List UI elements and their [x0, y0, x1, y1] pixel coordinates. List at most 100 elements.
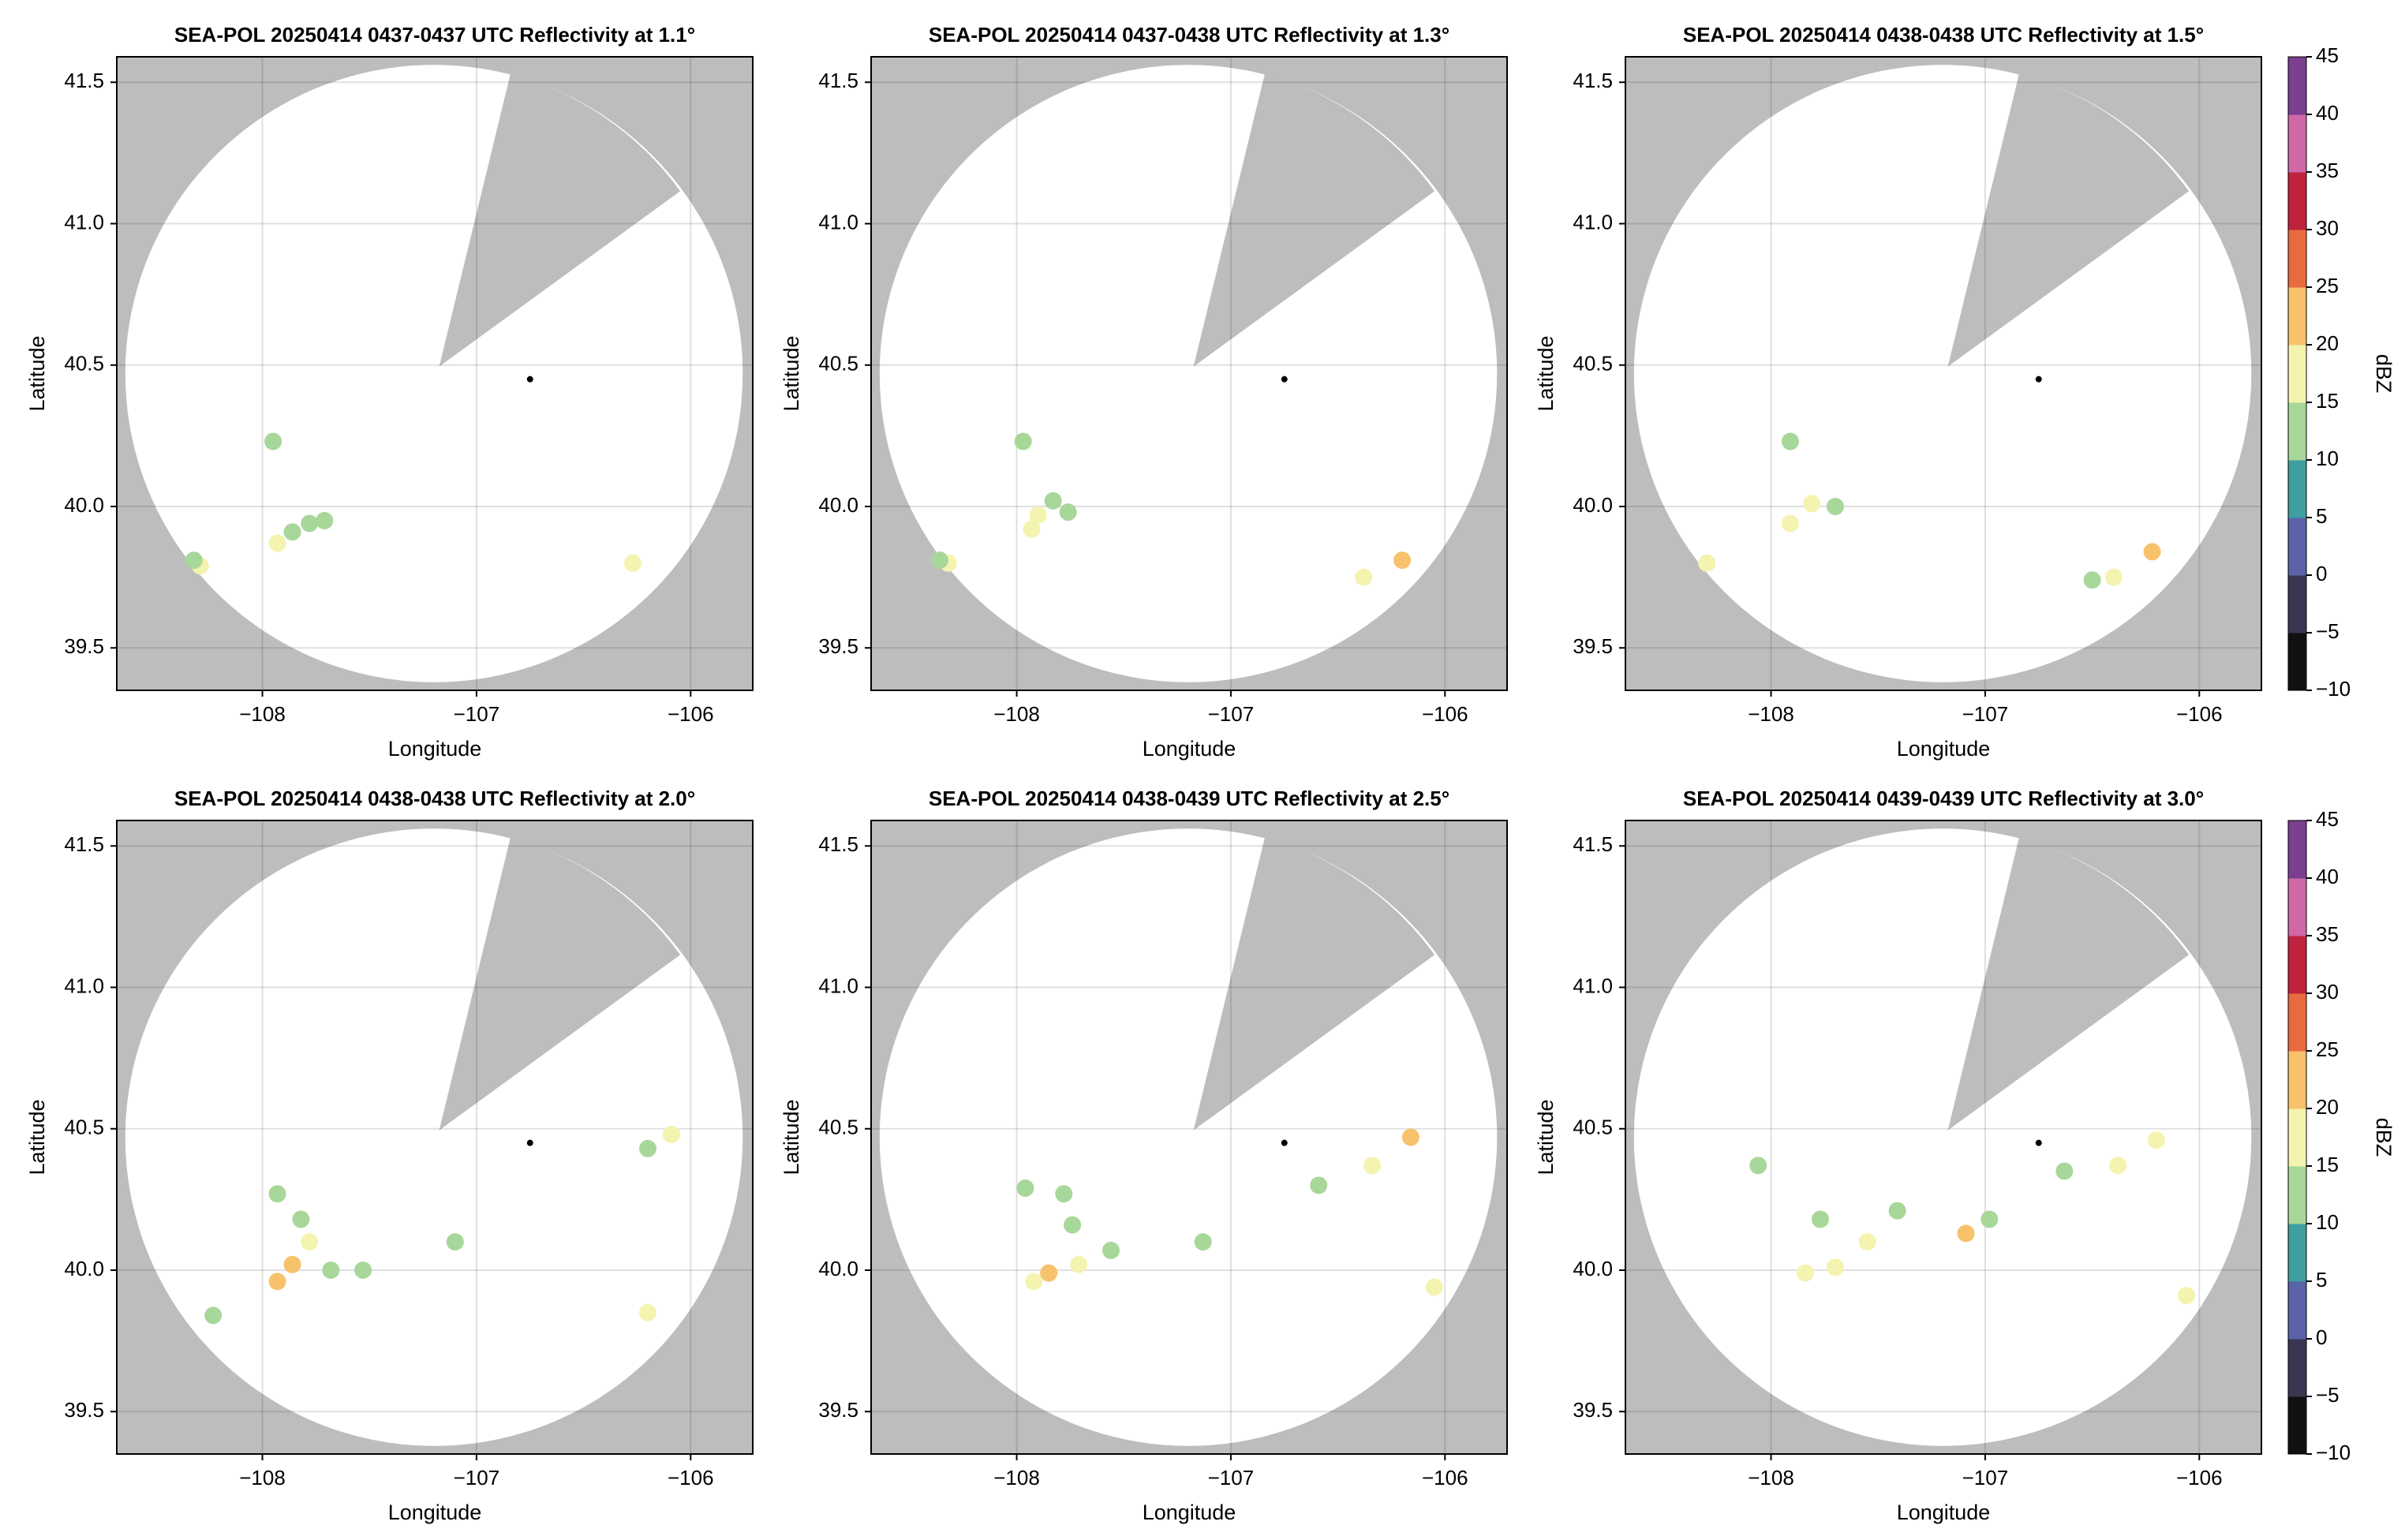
y-tick-label: 39.5 [818, 1398, 858, 1422]
colorbar-label: dBZ [2372, 354, 2396, 394]
y-axis-label: Latitude [25, 335, 49, 411]
y-axis-label: Latitude [780, 1099, 803, 1175]
radar-site [526, 376, 533, 383]
colorbar-segment [2288, 57, 2306, 115]
x-tick-label: −106 [668, 702, 714, 726]
echo-cell [1194, 1233, 1212, 1251]
plot-frame [1625, 820, 2262, 1455]
y-tick-label: 41.0 [64, 974, 104, 997]
echo-cell [624, 554, 642, 572]
echo-cell [1023, 520, 1041, 538]
radar-site [526, 1139, 533, 1146]
echo-cell [2143, 543, 2161, 561]
colorbar-segment [2288, 1051, 2306, 1109]
echo-cell [301, 514, 319, 533]
x-tick-label: −106 [668, 1466, 714, 1490]
colorbar-tick-label: −5 [2316, 619, 2340, 643]
echo-cell [1393, 551, 1412, 570]
y-tick-label: 39.5 [818, 634, 858, 658]
colorbar-segment [2288, 878, 2306, 936]
echo-cell [2148, 1131, 2166, 1149]
y-tick-label: 40.5 [1573, 1116, 1613, 1139]
echo-cell [2055, 1162, 2074, 1180]
x-tick-label: −107 [454, 1466, 500, 1490]
colorbar-tick-label: 30 [2316, 216, 2339, 240]
x-axis-label: Longitude [1897, 737, 1991, 761]
echoes [1016, 1128, 1443, 1296]
echo-cell [1781, 432, 1799, 450]
echo-cell [292, 1210, 310, 1228]
echo-cell [268, 1185, 286, 1203]
y-tick-label: 39.5 [64, 1398, 104, 1422]
colorbar-segment [2288, 345, 2306, 403]
echo-cell [1070, 1255, 1088, 1273]
chart-title: SEA-POL 20250414 0438-0438 UTC Reflectiv… [1683, 23, 2204, 47]
echo-cell [1040, 1264, 1058, 1282]
blocked-sector [1947, 73, 2190, 367]
y-tick-label: 39.5 [64, 634, 104, 658]
plot-frame [870, 56, 1508, 691]
colorbar-segment [2288, 287, 2306, 346]
colorbar-tick-label: 0 [2316, 562, 2327, 585]
chart-title: SEA-POL 20250414 0437-0437 UTC Reflectiv… [174, 23, 695, 47]
x-tick-label: −106 [1422, 702, 1468, 726]
colorbar-segment [2288, 1339, 2306, 1397]
colorbar-segment [2288, 172, 2306, 230]
plot-frame [1625, 56, 2262, 691]
blocked-sector [1193, 837, 1435, 1131]
y-axis-label: Latitude [25, 1099, 49, 1175]
y-tick-label: 40.5 [64, 1116, 104, 1139]
x-axis-label: Longitude [1143, 737, 1236, 761]
echoes [1749, 1131, 2196, 1305]
y-tick-label: 41.0 [1573, 210, 1613, 234]
y-tick-label: 41.5 [1573, 69, 1613, 92]
x-tick-label: −107 [1962, 702, 2009, 726]
x-tick-label: −107 [1962, 1466, 2009, 1490]
colorbar-tick-label: 10 [2316, 1210, 2339, 1234]
echo-cell [1826, 1258, 1844, 1276]
echoes [185, 432, 642, 575]
echo-cell [1888, 1202, 1906, 1220]
colorbar-segment [2288, 114, 2306, 173]
echo-cell [268, 1273, 286, 1291]
colorbar-segment [2288, 936, 2306, 994]
y-tick-label: 40.0 [818, 1257, 858, 1280]
echo-cell [316, 511, 334, 529]
panel: −108 −107 −106 39.5 40.0 40.5 41.0 41.5 SEA-POL … [780, 787, 1508, 1524]
y-tick-label: 40.5 [1573, 352, 1613, 376]
colorbar-tick-label: −10 [2316, 1441, 2351, 1464]
y-axis-label: Latitude [780, 335, 803, 411]
y-tick-label: 40.0 [64, 493, 104, 517]
echo-cell [2083, 571, 2101, 589]
echo-cell [283, 523, 301, 541]
colorbar-tick-label: 35 [2316, 159, 2339, 182]
echo-cell [1980, 1210, 1999, 1228]
chart-title: SEA-POL 20250414 0439-0439 UTC Reflectiv… [1683, 787, 2204, 810]
y-tick-label: 40.0 [1573, 1257, 1613, 1280]
echo-cell [662, 1125, 680, 1143]
echo-cell [639, 1303, 657, 1321]
echo-cell [1811, 1210, 1829, 1228]
colorbar-segment [2288, 1166, 2306, 1224]
colorbar-tick-label: 0 [2316, 1325, 2327, 1349]
blocked-sector [439, 73, 681, 367]
colorbar-segment [2288, 993, 2306, 1052]
x-axis-label: Longitude [1143, 1501, 1236, 1524]
echo-cell [1803, 495, 1821, 513]
colorbar-tick-label: 20 [2316, 331, 2339, 355]
x-tick-label: −107 [1208, 702, 1255, 726]
radar-site [1281, 1139, 1288, 1146]
x-tick-label: −108 [1748, 1466, 1794, 1490]
x-axis-label: Longitude [1897, 1501, 1991, 1524]
y-axis-label: Latitude [1534, 335, 1558, 411]
x-tick-label: −106 [1422, 1466, 1468, 1490]
y-tick-label: 40.0 [64, 1257, 104, 1280]
panel: −108 −107 −106 39.5 40.0 40.5 41.0 41.5 SEA-POL … [1534, 23, 2396, 761]
panel: −108 −107 −106 39.5 40.0 40.5 41.0 41.5 SEA-POL … [25, 23, 754, 761]
colorbar-segment [2288, 575, 2306, 634]
panel: −108 −107 −106 39.5 40.0 40.5 41.0 41.5 SEA-POL … [1534, 787, 2396, 1524]
x-tick-label: −108 [993, 1466, 1040, 1490]
y-tick-label: 40.0 [818, 493, 858, 517]
colorbar-segment [2288, 820, 2306, 879]
y-tick-label: 41.0 [818, 210, 858, 234]
